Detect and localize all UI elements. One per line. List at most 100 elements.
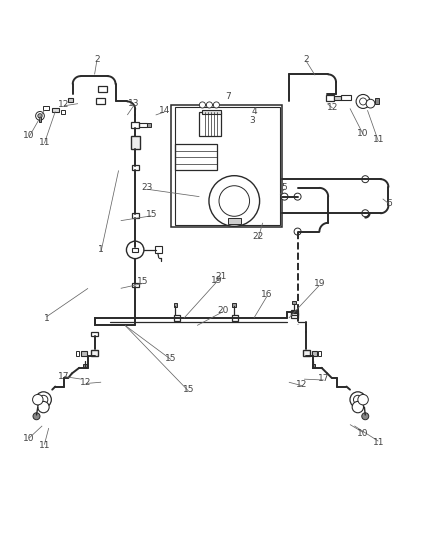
- Text: 15: 15: [145, 209, 157, 219]
- Bar: [61, 110, 65, 114]
- Text: 19: 19: [314, 279, 325, 288]
- Text: 20: 20: [218, 305, 229, 314]
- Circle shape: [39, 395, 48, 404]
- Circle shape: [362, 176, 369, 183]
- Text: 10: 10: [23, 131, 35, 140]
- Bar: [326, 95, 334, 101]
- Text: 4: 4: [251, 107, 257, 116]
- Bar: [132, 248, 138, 252]
- Bar: [131, 123, 139, 128]
- Circle shape: [352, 401, 364, 413]
- Bar: [202, 110, 221, 114]
- Bar: [291, 310, 298, 314]
- Bar: [292, 301, 296, 304]
- Bar: [232, 303, 236, 306]
- Text: 5: 5: [282, 183, 287, 192]
- Circle shape: [360, 98, 367, 105]
- Bar: [39, 117, 41, 123]
- Circle shape: [206, 102, 212, 108]
- Bar: [96, 99, 106, 104]
- Text: 3: 3: [249, 116, 254, 125]
- Bar: [132, 282, 139, 287]
- Text: 17: 17: [58, 372, 70, 381]
- Circle shape: [350, 392, 366, 408]
- Bar: [43, 106, 49, 110]
- Text: 22: 22: [253, 232, 264, 241]
- Circle shape: [33, 413, 40, 420]
- Text: 2: 2: [94, 54, 99, 63]
- Text: 1: 1: [44, 314, 49, 324]
- Circle shape: [281, 193, 288, 200]
- Bar: [173, 303, 177, 306]
- Bar: [334, 96, 341, 100]
- Circle shape: [353, 395, 362, 404]
- Bar: [375, 99, 379, 104]
- Bar: [131, 135, 140, 149]
- Bar: [147, 123, 151, 127]
- Text: 11: 11: [373, 135, 384, 144]
- Bar: [52, 108, 59, 112]
- Bar: [228, 219, 241, 224]
- Bar: [155, 246, 162, 253]
- Bar: [341, 95, 351, 100]
- Circle shape: [199, 102, 205, 108]
- Bar: [132, 165, 139, 169]
- Text: 11: 11: [39, 441, 50, 450]
- Bar: [91, 332, 98, 336]
- Text: 16: 16: [261, 290, 273, 300]
- Bar: [318, 351, 321, 356]
- Bar: [311, 351, 317, 356]
- Bar: [171, 105, 283, 227]
- Bar: [91, 350, 98, 356]
- Bar: [199, 111, 221, 135]
- Text: 7: 7: [225, 92, 231, 101]
- Text: 21: 21: [215, 272, 227, 280]
- Text: 15: 15: [165, 354, 177, 362]
- Circle shape: [358, 394, 368, 405]
- Text: 11: 11: [39, 138, 50, 147]
- Text: 14: 14: [159, 106, 170, 115]
- Circle shape: [366, 99, 375, 108]
- Text: 19: 19: [211, 276, 223, 285]
- Bar: [175, 144, 217, 171]
- Bar: [232, 314, 238, 321]
- Bar: [311, 364, 315, 368]
- Circle shape: [362, 413, 369, 420]
- Circle shape: [127, 241, 144, 259]
- Text: 15: 15: [137, 277, 148, 286]
- Bar: [291, 313, 298, 318]
- Circle shape: [213, 102, 219, 108]
- Circle shape: [294, 193, 301, 200]
- Bar: [173, 314, 180, 321]
- Circle shape: [35, 392, 51, 408]
- Circle shape: [356, 94, 370, 108]
- Text: 10: 10: [357, 429, 369, 438]
- Bar: [68, 98, 73, 102]
- Text: 10: 10: [357, 129, 369, 138]
- Circle shape: [32, 394, 43, 405]
- Circle shape: [209, 176, 260, 227]
- Circle shape: [294, 228, 301, 235]
- Text: 12: 12: [327, 103, 338, 111]
- Circle shape: [362, 210, 369, 217]
- Circle shape: [38, 401, 49, 413]
- Text: 6: 6: [386, 199, 392, 208]
- Bar: [76, 351, 79, 356]
- Bar: [139, 123, 147, 127]
- Text: 15: 15: [183, 385, 194, 394]
- Text: 12: 12: [80, 378, 92, 387]
- Bar: [132, 213, 139, 217]
- Bar: [81, 351, 87, 356]
- Bar: [83, 364, 87, 368]
- Text: 2: 2: [304, 54, 309, 63]
- Text: 10: 10: [23, 434, 35, 443]
- Text: 12: 12: [296, 380, 307, 389]
- Circle shape: [38, 114, 42, 118]
- Bar: [98, 86, 107, 92]
- Text: 17: 17: [318, 374, 329, 383]
- Text: 11: 11: [373, 438, 384, 447]
- Text: 1: 1: [98, 245, 104, 254]
- Text: 13: 13: [128, 99, 140, 108]
- Bar: [175, 107, 280, 225]
- Text: 23: 23: [141, 183, 153, 192]
